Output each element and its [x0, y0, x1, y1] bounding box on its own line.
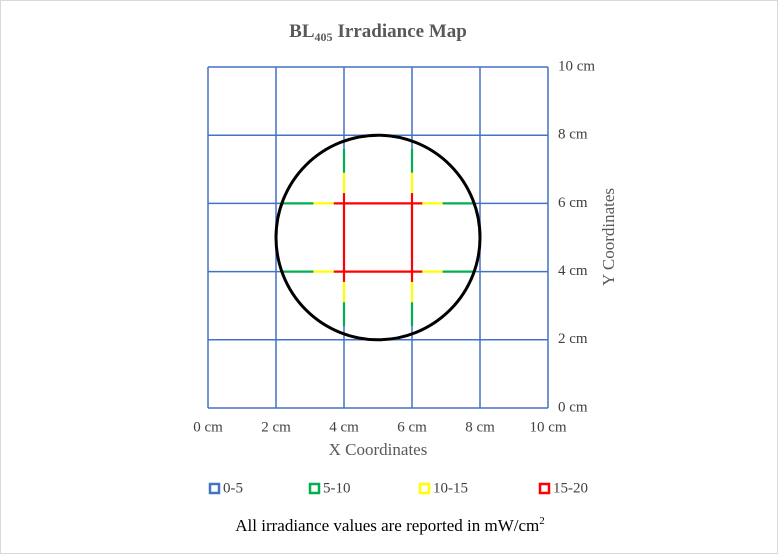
legend-marker — [208, 482, 221, 495]
legend-marker — [418, 482, 431, 495]
legend-label: 15-20 — [553, 480, 588, 496]
x-tick-label: 4 cm — [329, 419, 359, 435]
y-tick-label: 10 cm — [558, 58, 595, 74]
x-tick-label: 6 cm — [397, 419, 427, 435]
chart-title: BL405 Irradiance Map — [289, 21, 467, 43]
y-tick-label: 6 cm — [558, 195, 588, 211]
legend-label: 10-15 — [433, 480, 468, 496]
y-axis-label: Y Coordinates — [599, 188, 618, 286]
footnote-superscript: 2 — [539, 515, 545, 527]
y-tick-label: 2 cm — [558, 331, 588, 347]
footnote: All irradiance values are reported in mW… — [235, 515, 544, 535]
x-axis-label: X Coordinates — [329, 440, 428, 459]
x-tick-label: 0 cm — [193, 419, 223, 435]
title-subscript: 405 — [315, 30, 333, 44]
footnote-text: All irradiance values are reported in mW… — [235, 516, 539, 535]
legend-marker — [308, 482, 321, 495]
title-text: BL — [289, 21, 314, 42]
y-tick-label: 0 cm — [558, 399, 588, 415]
legend-label: 0-5 — [223, 480, 243, 496]
y-tick-label: 8 cm — [558, 127, 588, 143]
x-tick-label: 2 cm — [261, 419, 291, 435]
legend-marker — [538, 482, 551, 495]
y-tick-label: 4 cm — [558, 263, 588, 279]
series-line — [282, 148, 474, 327]
legend-label: 5-10 — [323, 480, 351, 496]
title-text: Irradiance Map — [338, 21, 467, 42]
series-line — [333, 193, 423, 282]
x-tick-label: 8 cm — [465, 419, 495, 435]
circle-outline — [274, 133, 482, 342]
series-line — [313, 172, 443, 303]
x-tick-label: 10 cm — [529, 419, 566, 435]
